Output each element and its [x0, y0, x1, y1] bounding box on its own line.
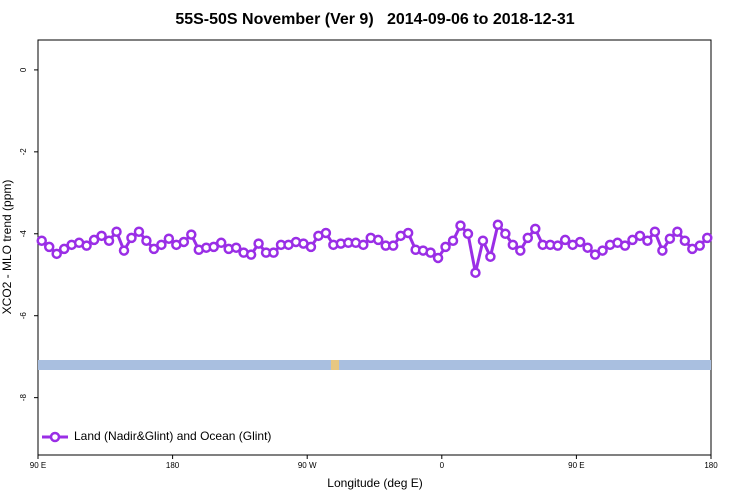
- data-point: [552, 240, 563, 251]
- legend-label: Land (Nadir&Glint) and Ocean (Glint): [74, 429, 271, 443]
- data-point: [559, 234, 571, 246]
- data-point: [163, 233, 175, 244]
- y-axis-label: XCO2 - MLO trend (ppm): [0, 180, 14, 315]
- plot-frame: [37, 39, 712, 456]
- data-point: [215, 237, 227, 249]
- data-point: [470, 267, 481, 278]
- data-point: [103, 235, 115, 246]
- data-point: [492, 219, 504, 231]
- data-point: [208, 241, 219, 253]
- data-point: [305, 241, 317, 253]
- data-point: [440, 241, 451, 253]
- data-point: [694, 240, 706, 251]
- data-point: [372, 234, 384, 246]
- data-point: [126, 232, 137, 244]
- data-point: [679, 235, 691, 246]
- data-point: [657, 245, 668, 256]
- y-tick-label: -6: [19, 312, 28, 320]
- data-point: [447, 235, 459, 246]
- data-point: [81, 240, 92, 251]
- data-point: [43, 241, 55, 253]
- data-point: [358, 239, 369, 251]
- x-tick-label: 180: [704, 461, 718, 470]
- data-point: [141, 235, 152, 246]
- x-tick-label: 90 E: [30, 461, 46, 470]
- data-point: [425, 247, 436, 258]
- data-point: [530, 223, 541, 235]
- data-point: [118, 245, 130, 256]
- data-point: [58, 243, 70, 255]
- data-point: [664, 233, 676, 244]
- data-point: [402, 227, 414, 239]
- data-point: [455, 220, 466, 231]
- data-point: [88, 234, 100, 246]
- data-point: [477, 235, 489, 246]
- data-point: [245, 249, 257, 260]
- data-point: [574, 236, 586, 248]
- data-point: [642, 235, 653, 246]
- data-point: [133, 226, 145, 237]
- surface-band: [38, 360, 711, 370]
- data-point: [148, 243, 160, 255]
- data-point: [627, 234, 638, 246]
- x-axis-label: Longitude (deg E): [327, 476, 422, 490]
- x-tick-label: 90 W: [298, 461, 317, 470]
- data-point: [485, 251, 496, 262]
- data-point: [178, 236, 190, 248]
- data-point: [156, 239, 167, 251]
- data-point: [582, 242, 593, 253]
- data-point: [500, 228, 511, 240]
- x-tick-label: 90 E: [568, 461, 584, 470]
- data-point: [36, 235, 47, 246]
- data-point: [186, 229, 197, 240]
- data-point: [51, 248, 62, 260]
- chart-title: 55S-50S November (Ver 9) 2014-09-06 to 2…: [175, 11, 574, 28]
- data-point: [253, 238, 264, 249]
- data-point: [268, 247, 279, 258]
- data-point: [634, 230, 646, 242]
- data-point: [672, 226, 683, 237]
- data-point: [589, 249, 601, 260]
- x-tick-label: 0: [440, 461, 445, 470]
- data-point: [96, 230, 107, 242]
- data-point: [432, 252, 444, 264]
- data-point: [515, 245, 526, 256]
- data-point: [387, 240, 399, 251]
- data-point: [522, 232, 534, 244]
- data-point: [111, 226, 122, 237]
- data-point: [230, 242, 242, 253]
- data-point: [619, 240, 631, 251]
- data-point: [649, 226, 661, 237]
- data-point: [462, 228, 474, 240]
- data-point: [702, 232, 713, 244]
- legend-marker: [49, 431, 61, 443]
- x-tick-label: 180: [166, 461, 180, 470]
- land-patch: [331, 360, 339, 370]
- data-point: [597, 245, 608, 256]
- data-point: [507, 239, 519, 251]
- y-tick-label: -8: [19, 394, 28, 402]
- y-tick-label: 0: [19, 67, 28, 72]
- y-tick-label: -4: [19, 230, 28, 238]
- y-tick-label: -2: [19, 148, 28, 156]
- data-point: [320, 227, 332, 239]
